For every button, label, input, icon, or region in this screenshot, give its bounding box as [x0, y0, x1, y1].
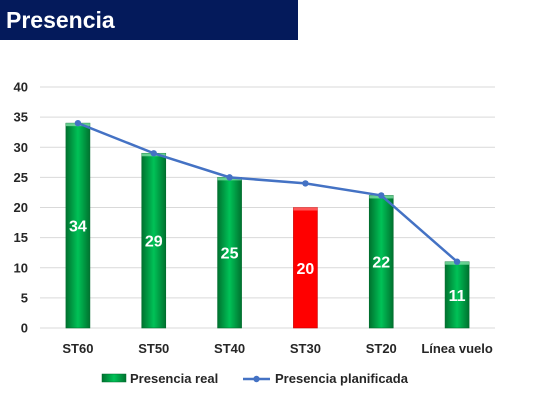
y-axis-tick-labels: 0 5 10 15 20 25 30 35 40: [14, 80, 28, 336]
x-tick-label: ST40: [214, 341, 245, 356]
planned-point-línea-vuelo: [453, 258, 461, 265]
planned-point-st20: [378, 192, 385, 199]
line-presencia-planificada: [74, 119, 461, 265]
bar-st20: [368, 195, 394, 329]
y-tick-label-25: 25: [14, 170, 28, 185]
data-labels: 34 29 25 20 22 11: [69, 219, 466, 305]
data-label-línea-vuelo: 11: [449, 288, 466, 305]
y-tick-label-20: 20: [14, 200, 28, 215]
x-tick-label: ST30: [290, 341, 321, 356]
x-tick-label: ST60: [62, 341, 93, 356]
x-tick-label: ST20: [366, 341, 397, 356]
planned-point-st50: [150, 150, 157, 157]
x-tick-label: ST50: [138, 341, 169, 356]
y-tick-label-5: 5: [21, 290, 28, 305]
y-tick-label-30: 30: [14, 140, 28, 155]
legend-label-real: Presencia real: [130, 371, 218, 386]
legend-label-planned: Presencia planificada: [275, 371, 409, 386]
bar-cap: [293, 207, 318, 211]
y-tick-label-15: 15: [14, 230, 28, 245]
y-tick-label-35: 35: [14, 110, 28, 125]
data-label-st50: 29: [145, 234, 163, 251]
bar-st50: [141, 152, 167, 329]
planned-line: [77, 121, 458, 263]
legend-swatch-planned-marker: [253, 375, 260, 383]
chart-title: Presencia: [0, 0, 298, 40]
planned-point-st30: [302, 180, 309, 187]
bar-st30: [293, 207, 318, 329]
bar-st40: [217, 177, 242, 329]
data-label-st30: 20: [297, 261, 315, 278]
y-tick-label-0: 0: [21, 321, 28, 336]
y-tick-label-40: 40: [14, 80, 28, 95]
x-tick-label: Línea vuelo: [421, 341, 493, 356]
y-tick-label-10: 10: [14, 260, 28, 275]
bar-línea-vuelo: [444, 261, 470, 329]
planned-point-st60: [74, 119, 82, 127]
data-label-st60: 34: [69, 219, 87, 236]
grid-lines: [40, 86, 495, 329]
legend-swatch-real: [101, 373, 127, 383]
data-label-st20: 22: [372, 255, 390, 272]
planned-point-st40: [226, 174, 233, 181]
bar-st60: [65, 122, 91, 329]
bars-presencia-real: [65, 122, 470, 329]
data-label-st40: 25: [221, 246, 239, 263]
legend: Presencia real Presencia planificada: [101, 371, 409, 386]
x-axis-category-labels: ST60 ST50 ST40 ST30 ST20 Línea vuelo: [62, 341, 493, 356]
